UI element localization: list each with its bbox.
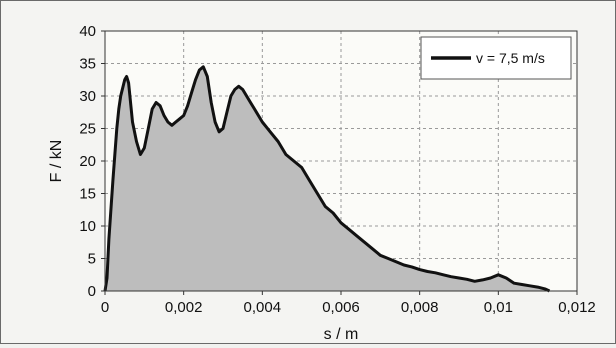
y-tick-labels: 0 5 10 15 20 25 30 35 40 bbox=[79, 23, 96, 300]
x-tick-label: 0,004 bbox=[244, 299, 282, 316]
axes bbox=[101, 30, 578, 295]
x-tick-label: 0,008 bbox=[401, 299, 439, 316]
legend-series-label: v = 7,5 m/s bbox=[476, 50, 545, 66]
x-tick-label: 0,01 bbox=[484, 299, 513, 316]
y-tick-label: 20 bbox=[79, 153, 96, 170]
area-layer bbox=[103, 65, 551, 293]
x-tick-label: 0,012 bbox=[558, 299, 596, 316]
force-displacement-chart: 0 0,002 0,004 0,006 0,008 0,01 0,012 0 5 10 15 20 2… bbox=[48, 23, 596, 343]
y-tick-label: 10 bbox=[79, 218, 96, 235]
x-tick-label: 0,006 bbox=[322, 299, 360, 316]
y-tick-label: 0 bbox=[88, 283, 96, 300]
series-area-fill bbox=[105, 66, 550, 291]
x-axis-title: s / m bbox=[324, 326, 359, 343]
x-tick-label: 0,002 bbox=[165, 299, 203, 316]
series-line bbox=[103, 65, 551, 293]
y-tick-label: 35 bbox=[79, 56, 96, 73]
y-axis-title: F / kN bbox=[48, 140, 65, 183]
y-tick-label: 15 bbox=[79, 186, 96, 203]
x-tick-labels: 0 0,002 0,004 0,006 0,008 0,01 0,012 bbox=[101, 299, 596, 316]
x-tick-label: 0 bbox=[101, 299, 109, 316]
y-tick-label: 40 bbox=[79, 23, 96, 40]
y-tick-label: 25 bbox=[79, 121, 96, 138]
y-tick-label: 5 bbox=[88, 251, 96, 268]
y-tick-label: 30 bbox=[79, 88, 96, 105]
legend: v = 7,5 m/s bbox=[420, 36, 572, 80]
